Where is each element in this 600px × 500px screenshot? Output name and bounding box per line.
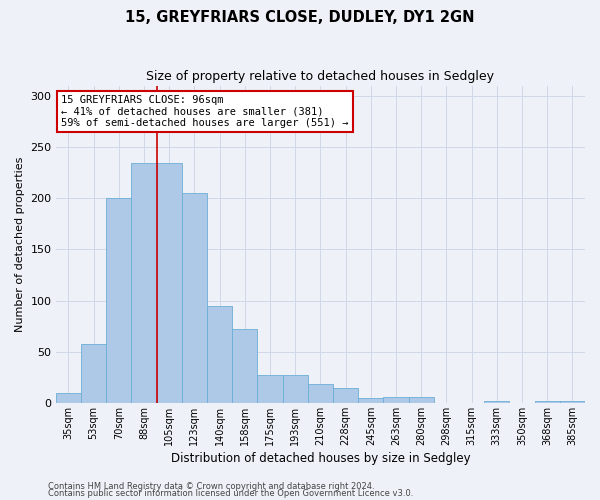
- Bar: [535, 401, 560, 403]
- Bar: [484, 401, 509, 403]
- Bar: [207, 306, 232, 403]
- Bar: [131, 164, 157, 403]
- Bar: [157, 164, 182, 403]
- Bar: [308, 384, 333, 403]
- Bar: [56, 392, 81, 403]
- Bar: [106, 198, 131, 403]
- Bar: [383, 397, 409, 403]
- Bar: [560, 401, 585, 403]
- Bar: [81, 344, 106, 403]
- Bar: [182, 193, 207, 403]
- Y-axis label: Number of detached properties: Number of detached properties: [15, 156, 25, 332]
- Text: 15 GREYFRIARS CLOSE: 96sqm
← 41% of detached houses are smaller (381)
59% of sem: 15 GREYFRIARS CLOSE: 96sqm ← 41% of deta…: [61, 95, 349, 128]
- Bar: [283, 376, 308, 403]
- Title: Size of property relative to detached houses in Sedgley: Size of property relative to detached ho…: [146, 70, 494, 83]
- Text: Contains public sector information licensed under the Open Government Licence v3: Contains public sector information licen…: [48, 490, 413, 498]
- Bar: [257, 376, 283, 403]
- Bar: [333, 388, 358, 403]
- Bar: [232, 329, 257, 403]
- Text: Contains HM Land Registry data © Crown copyright and database right 2024.: Contains HM Land Registry data © Crown c…: [48, 482, 374, 491]
- Bar: [409, 397, 434, 403]
- X-axis label: Distribution of detached houses by size in Sedgley: Distribution of detached houses by size …: [170, 452, 470, 465]
- Text: 15, GREYFRIARS CLOSE, DUDLEY, DY1 2GN: 15, GREYFRIARS CLOSE, DUDLEY, DY1 2GN: [125, 10, 475, 25]
- Bar: [358, 398, 383, 403]
